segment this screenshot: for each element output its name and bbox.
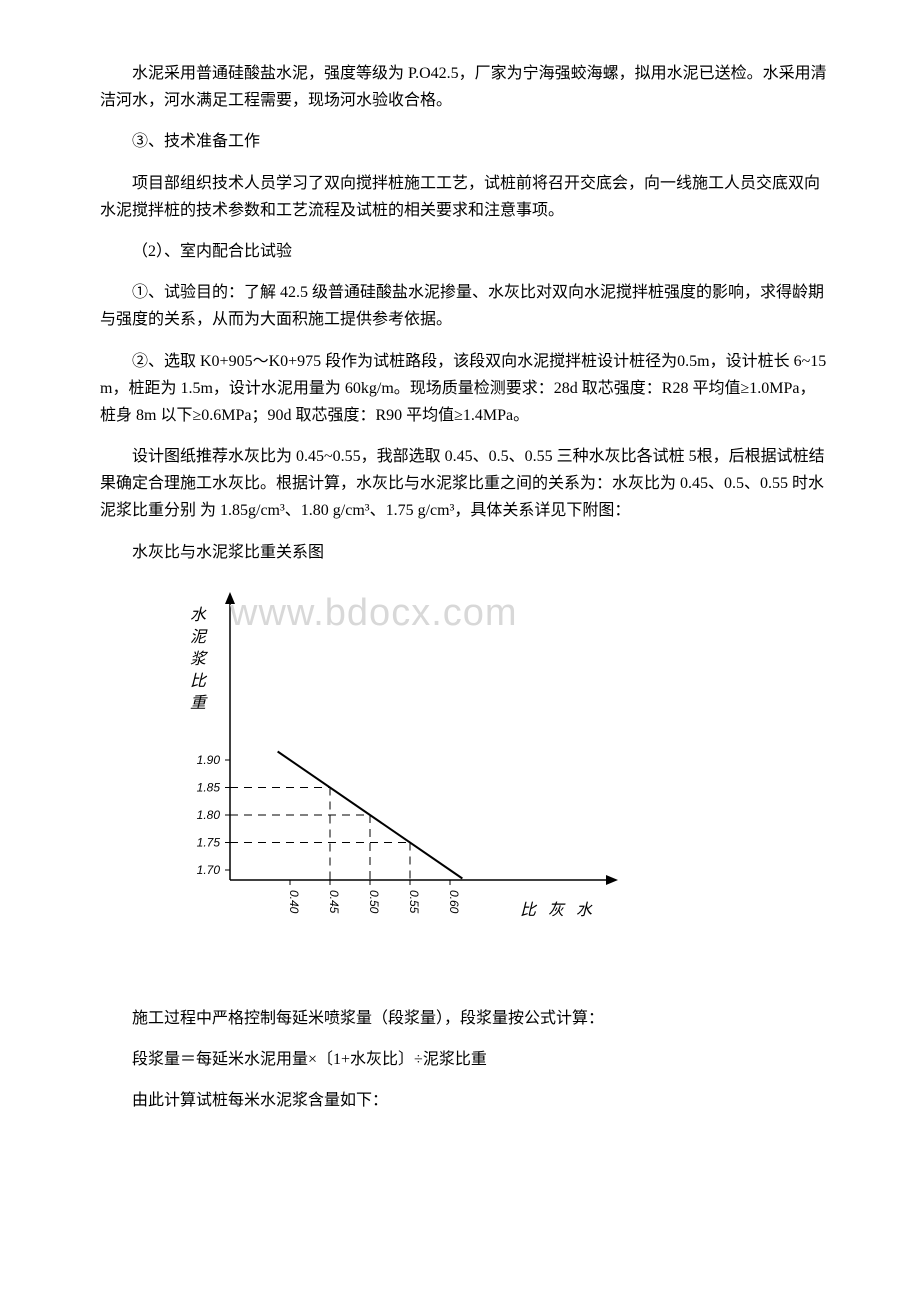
paragraph-control: 施工过程中严格控制每延米喷浆量（段浆量），段浆量按公式计算： [100,1005,830,1032]
svg-text:0.50: 0.50 [367,890,381,914]
paragraph-tech-prep: 项目部组织技术人员学习了双向搅拌桩施工工艺，试桩前将召开交底会，向一线施工人员交… [100,170,830,224]
paragraph-test-purpose: ①、试验目的：了解 42.5 级普通硅酸盐水泥掺量、水灰比对双向水泥搅拌桩强度的… [100,279,830,333]
svg-text:1.90: 1.90 [197,753,221,767]
svg-text:0.45: 0.45 [327,890,341,914]
svg-text:1.80: 1.80 [197,808,221,822]
svg-text:灰: 灰 [548,901,566,919]
svg-text:0.60: 0.60 [447,890,461,914]
heading-lab-test: （2）、室内配合比试验 [100,238,830,265]
svg-text:1.85: 1.85 [197,780,221,794]
chart-title-text: 水灰比与水泥浆比重关系图 [100,539,830,566]
svg-text:泥: 泥 [190,628,208,646]
svg-text:水: 水 [190,606,207,624]
svg-text:比: 比 [520,901,538,919]
paragraph-ratio-desc: 设计图纸推荐水灰比为 0.45~0.55，我部选取 0.45、0.5、0.55 … [100,443,830,525]
ratio-chart: 水泥浆比重比灰水1.901.851.801.751.700.400.450.50… [160,580,830,985]
svg-text:比: 比 [190,672,208,690]
paragraph-test-section: ②、选取 K0+905～K0+975 段作为试桩路段，该段双向水泥搅拌桩设计桩径… [100,348,830,430]
svg-text:1.75: 1.75 [197,835,221,849]
svg-text:重: 重 [190,694,208,712]
svg-text:0.55: 0.55 [407,890,421,914]
chart-svg: 水泥浆比重比灰水1.901.851.801.751.700.400.450.50… [160,580,640,980]
svg-text:0.40: 0.40 [287,890,301,914]
paragraph-formula: 段浆量＝每延米水泥用量×〔1+水灰比〕÷泥浆比重 [100,1046,830,1073]
svg-text:浆: 浆 [190,650,209,668]
heading-tech-prep: ③、技术准备工作 [100,128,830,155]
svg-text:水: 水 [576,901,593,919]
paragraph-cement: 水泥采用普通硅酸盐水泥，强度等级为 P.O42.5，厂家为宁海强蛟海螺，拟用水泥… [100,60,830,114]
svg-text:1.70: 1.70 [197,863,221,877]
paragraph-calc: 由此计算试桩每米水泥浆含量如下： [100,1087,830,1114]
